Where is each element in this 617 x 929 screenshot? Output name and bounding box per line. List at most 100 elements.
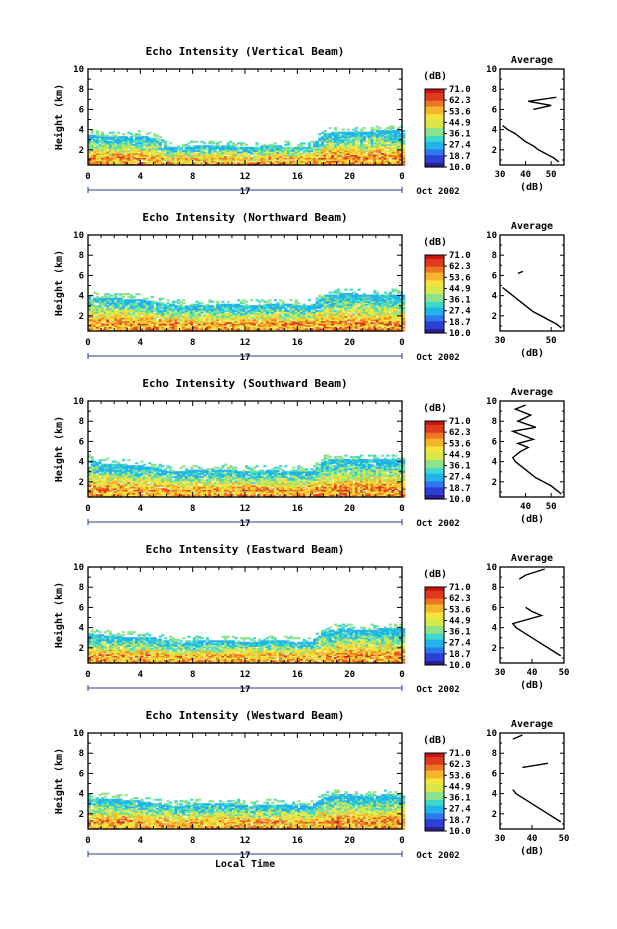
heatmap-cell xyxy=(252,309,256,312)
x-tick-label: 12 xyxy=(240,338,251,348)
heatmap-cell xyxy=(302,314,306,317)
heatmap-cell xyxy=(166,306,170,309)
heatmap-cell xyxy=(320,154,325,157)
heatmap-cell xyxy=(402,163,406,166)
heatmap-cell xyxy=(132,296,136,299)
heatmap-cell xyxy=(221,318,225,321)
colorbar-level-label: 53.6 xyxy=(449,273,471,283)
heatmap-cell xyxy=(231,311,236,314)
heatmap-cell xyxy=(197,160,202,163)
heatmap-cell xyxy=(111,146,115,149)
heatmap-cell xyxy=(344,303,348,306)
heatmap-cell xyxy=(339,300,343,303)
heatmap-cell xyxy=(124,317,128,320)
heatmap-cell xyxy=(93,472,97,475)
heatmap-cell xyxy=(375,303,379,306)
heatmap-cell xyxy=(145,321,149,324)
heatmap-cell xyxy=(93,162,97,165)
heatmap-cell xyxy=(279,152,283,155)
heatmap-cell xyxy=(399,321,403,324)
heatmap-cell xyxy=(90,136,94,139)
heatmap-cell xyxy=(276,302,280,305)
heatmap-cell xyxy=(315,328,319,331)
heatmap-cell xyxy=(373,140,377,143)
heatmap-cell xyxy=(349,297,353,300)
heatmap-cell xyxy=(334,314,338,317)
heatmap-cell xyxy=(158,324,162,327)
heatmap-cell xyxy=(145,162,149,165)
heatmap-cell xyxy=(354,323,359,326)
heatmap-cell xyxy=(190,312,194,315)
heatmap-cell xyxy=(357,288,361,291)
heatmap-cell xyxy=(360,320,364,323)
heatmap-cell xyxy=(169,149,173,152)
heatmap-cell xyxy=(184,148,188,151)
heatmap-cell xyxy=(184,154,188,157)
heatmap-cell xyxy=(336,296,340,299)
heatmap-cell xyxy=(247,149,251,152)
heatmap-cell xyxy=(137,154,141,157)
heatmap-cell xyxy=(294,300,298,303)
heatmap-cell xyxy=(177,320,181,323)
heatmap-cell xyxy=(187,308,191,311)
heatmap-cell xyxy=(98,477,102,480)
heatmap-cell xyxy=(95,299,99,302)
heatmap-cell xyxy=(179,158,183,161)
heatmap-cell xyxy=(245,157,249,160)
heatmap-cell xyxy=(101,146,105,149)
heatmap-cell xyxy=(203,162,207,165)
heatmap-cell xyxy=(143,303,147,306)
heatmap-cell xyxy=(143,302,147,305)
heatmap-cell xyxy=(119,312,123,315)
heatmap-cell xyxy=(90,300,94,303)
heatmap-cell xyxy=(391,133,395,136)
heatmap-cell xyxy=(127,311,131,314)
heatmap-cell xyxy=(391,294,395,297)
heatmap-cell xyxy=(137,162,141,165)
heatmap-cell xyxy=(116,152,120,155)
heatmap-cell xyxy=(184,157,188,160)
heatmap-cell xyxy=(156,157,160,160)
heatmap-cell xyxy=(158,139,162,142)
heatmap-cell xyxy=(365,160,369,163)
heatmap-cell xyxy=(352,131,356,134)
heatmap-cell xyxy=(388,300,393,303)
heatmap-cell xyxy=(252,312,256,315)
heatmap-cell xyxy=(211,146,215,149)
heatmap-cell xyxy=(362,315,366,318)
heatmap-cell xyxy=(140,303,144,306)
heatmap-cell xyxy=(396,133,400,136)
heatmap-cell xyxy=(328,314,332,317)
heatmap-cell xyxy=(103,459,107,462)
heatmap-cell xyxy=(195,300,199,303)
heatmap-cell xyxy=(252,324,256,327)
heatmap-cell xyxy=(315,305,319,308)
heatmap-cell xyxy=(341,134,345,137)
heatmap-cell xyxy=(341,312,345,315)
heatmap-cell xyxy=(177,311,181,314)
heatmap-cell xyxy=(310,158,314,161)
heatmap-cell xyxy=(250,311,254,314)
heatmap-cell xyxy=(299,326,304,329)
heatmap-cell xyxy=(341,293,345,296)
heatmap-cell xyxy=(108,480,113,483)
heatmap-cell xyxy=(108,140,113,143)
heatmap-cell xyxy=(103,148,107,151)
heatmap-cell xyxy=(260,299,264,302)
heatmap-cell xyxy=(132,151,136,154)
heatmap-cell xyxy=(370,139,374,142)
heatmap-cell xyxy=(234,320,238,323)
colorbar-swatch xyxy=(425,305,444,309)
heatmap-cell xyxy=(302,155,306,158)
heatmap-cell xyxy=(354,309,359,312)
heatmap-cell xyxy=(360,299,364,302)
heatmap-cell xyxy=(336,321,340,324)
heatmap-cell xyxy=(260,146,264,149)
heatmap-cell xyxy=(224,145,228,148)
heatmap-cell xyxy=(158,297,162,300)
heatmap-cell xyxy=(234,328,238,331)
heatmap-cell xyxy=(255,326,259,329)
heatmap-cell xyxy=(394,324,398,327)
heatmap-cell xyxy=(111,465,115,468)
heatmap-cell xyxy=(93,483,97,486)
